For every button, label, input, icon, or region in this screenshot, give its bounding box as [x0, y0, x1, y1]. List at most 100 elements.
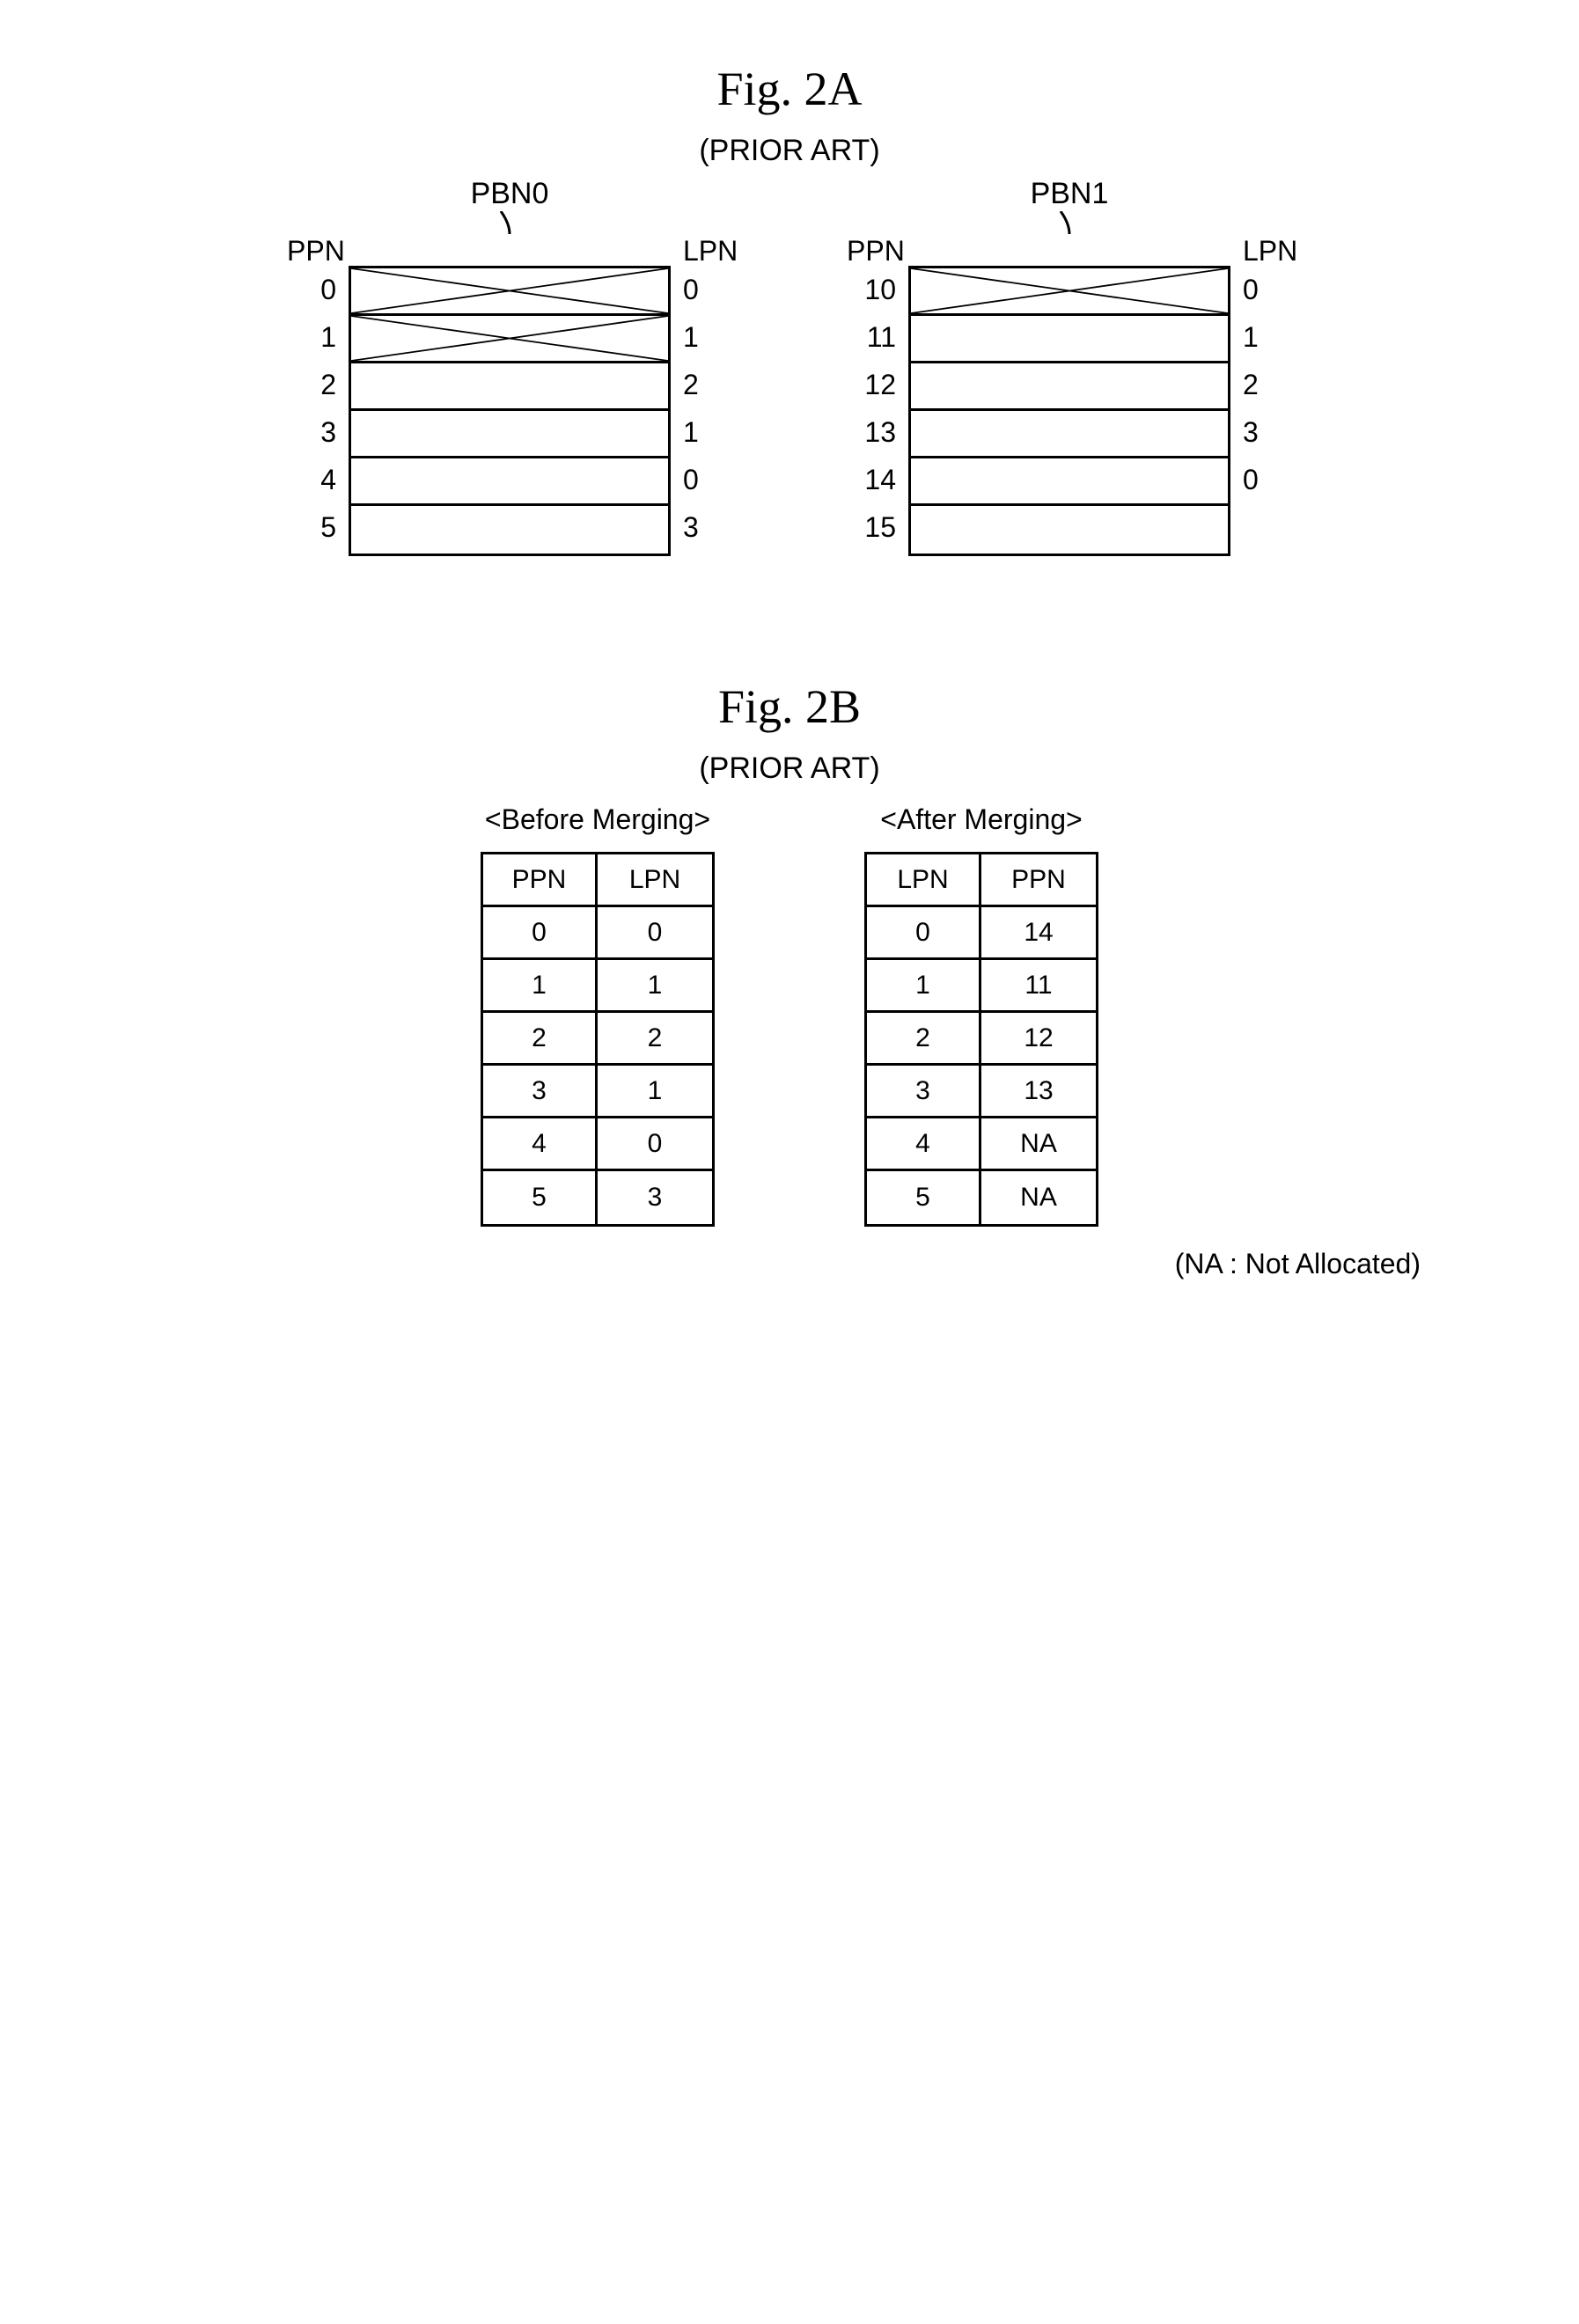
table-cell: 5: [483, 1171, 598, 1224]
block-cell: [911, 316, 1228, 363]
lpn-header: LPN: [683, 236, 732, 266]
mini-table-before: PPN LPN 00 11 22 31 40 53: [481, 852, 715, 1227]
table-row: 5NA: [867, 1171, 1096, 1224]
table-cell: 0: [598, 907, 712, 960]
ppn-cell: 10: [847, 266, 896, 313]
table-cell: 1: [483, 960, 598, 1013]
table-cell: 1: [598, 1066, 712, 1118]
table-cell: 3: [483, 1066, 598, 1118]
ppn-cell: 2: [287, 361, 336, 408]
table-cell: 0: [483, 907, 598, 960]
cross-icon: [351, 268, 668, 313]
table-header: PPN: [483, 854, 598, 907]
after-caption: <After Merging>: [864, 803, 1098, 836]
merge-pair: <Before Merging> PPN LPN 00 11 22 31 40 …: [53, 803, 1526, 1227]
ppn-cell: 0: [287, 266, 336, 313]
lpn-cell: 2: [1243, 361, 1292, 408]
table-cell: 12: [981, 1013, 1096, 1066]
table-row: 31: [483, 1066, 712, 1118]
leader-icon: [492, 211, 527, 234]
block-label-pbn1: PBN1: [847, 177, 1292, 234]
table-cell: NA: [981, 1171, 1096, 1224]
table-cell: 5: [867, 1171, 981, 1224]
figure-2a: Fig. 2A (PRIOR ART) PBN0 PPN 0 1 2 3 4 5: [53, 62, 1526, 556]
block-pair: PBN0 PPN 0 1 2 3 4 5: [53, 177, 1526, 556]
table-header: LPN: [867, 854, 981, 907]
block-cell: [351, 458, 668, 506]
cross-icon: [911, 268, 1228, 313]
mini-table-after: LPN PPN 014 111 212 313 4NA 5NA: [864, 852, 1098, 1227]
lpn-cell: [1243, 503, 1292, 551]
table-cell: 3: [598, 1171, 712, 1224]
before-merging-table: <Before Merging> PPN LPN 00 11 22 31 40 …: [481, 803, 715, 1227]
table-cell: 0: [598, 1118, 712, 1171]
table-cell: 1: [867, 960, 981, 1013]
ppn-header: PPN: [847, 236, 896, 266]
table-cell: 3: [867, 1066, 981, 1118]
block-box-pbn0: [349, 266, 671, 556]
table-row: 212: [867, 1013, 1096, 1066]
block-pbn1: PBN1 PPN 10 11 12 13 14 15: [847, 177, 1292, 556]
lpn-column-pbn1: LPN 0 1 2 3 0: [1230, 236, 1292, 556]
block-cell: [351, 268, 668, 316]
ppn-cell: 1: [287, 313, 336, 361]
table-row: 40: [483, 1118, 712, 1171]
ppn-cell: 13: [847, 408, 896, 456]
block-cell: [911, 411, 1228, 458]
block-cell: [911, 363, 1228, 411]
lpn-cell: 0: [1243, 456, 1292, 503]
table-row: 313: [867, 1066, 1096, 1118]
lpn-column-pbn0: LPN 0 1 2 1 0 3: [671, 236, 732, 556]
figure-2b-prior-art: (PRIOR ART): [53, 751, 1526, 786]
table-row: 00: [483, 907, 712, 960]
table-cell: 13: [981, 1066, 1096, 1118]
table-cell: 2: [867, 1013, 981, 1066]
block-cell: [351, 411, 668, 458]
lpn-cell: 0: [683, 266, 732, 313]
block-label-pbn0-text: PBN0: [471, 177, 549, 210]
lpn-header: LPN: [1243, 236, 1292, 266]
figure-2a-prior-art: (PRIOR ART): [53, 134, 1526, 168]
table-cell: 11: [981, 960, 1096, 1013]
block-pbn0: PBN0 PPN 0 1 2 3 4 5: [287, 177, 732, 556]
ppn-cell: 15: [847, 503, 896, 551]
table-row: 22: [483, 1013, 712, 1066]
ppn-cell: 11: [847, 313, 896, 361]
ppn-cell: 3: [287, 408, 336, 456]
table-cell: NA: [981, 1118, 1096, 1171]
table-row: 53: [483, 1171, 712, 1224]
cross-icon: [351, 316, 668, 361]
table-cell: 4: [867, 1118, 981, 1171]
block-box-pbn1: [908, 266, 1230, 556]
table-row: LPN PPN: [867, 854, 1096, 907]
after-merging-table: <After Merging> LPN PPN 014 111 212 313 …: [864, 803, 1098, 1227]
lpn-cell: 0: [683, 456, 732, 503]
table-cell: 2: [483, 1013, 598, 1066]
figure-2a-title: Fig. 2A: [53, 62, 1526, 116]
block-label-pbn0: PBN0: [287, 177, 732, 234]
ppn-column-pbn1: PPN 10 11 12 13 14 15: [847, 236, 908, 556]
table-row: 014: [867, 907, 1096, 960]
lpn-cell: 1: [683, 408, 732, 456]
table-cell: 14: [981, 907, 1096, 960]
ppn-column-pbn0: PPN 0 1 2 3 4 5: [287, 236, 349, 556]
before-caption: <Before Merging>: [481, 803, 715, 836]
lpn-cell: 1: [1243, 313, 1292, 361]
ppn-cell: 14: [847, 456, 896, 503]
table-cell: 2: [598, 1013, 712, 1066]
ppn-cell: 4: [287, 456, 336, 503]
block-cell: [351, 506, 668, 554]
table-row: 111: [867, 960, 1096, 1013]
lpn-cell: 1: [683, 313, 732, 361]
table-header: LPN: [598, 854, 712, 907]
table-row: PPN LPN: [483, 854, 712, 907]
table-row: 4NA: [867, 1118, 1096, 1171]
lpn-cell: 2: [683, 361, 732, 408]
block-label-pbn1-text: PBN1: [1031, 177, 1109, 210]
table-header: PPN: [981, 854, 1096, 907]
table-cell: 4: [483, 1118, 598, 1171]
table-cell: 0: [867, 907, 981, 960]
block-cell: [911, 458, 1228, 506]
lpn-cell: 0: [1243, 266, 1292, 313]
block-cell: [351, 363, 668, 411]
